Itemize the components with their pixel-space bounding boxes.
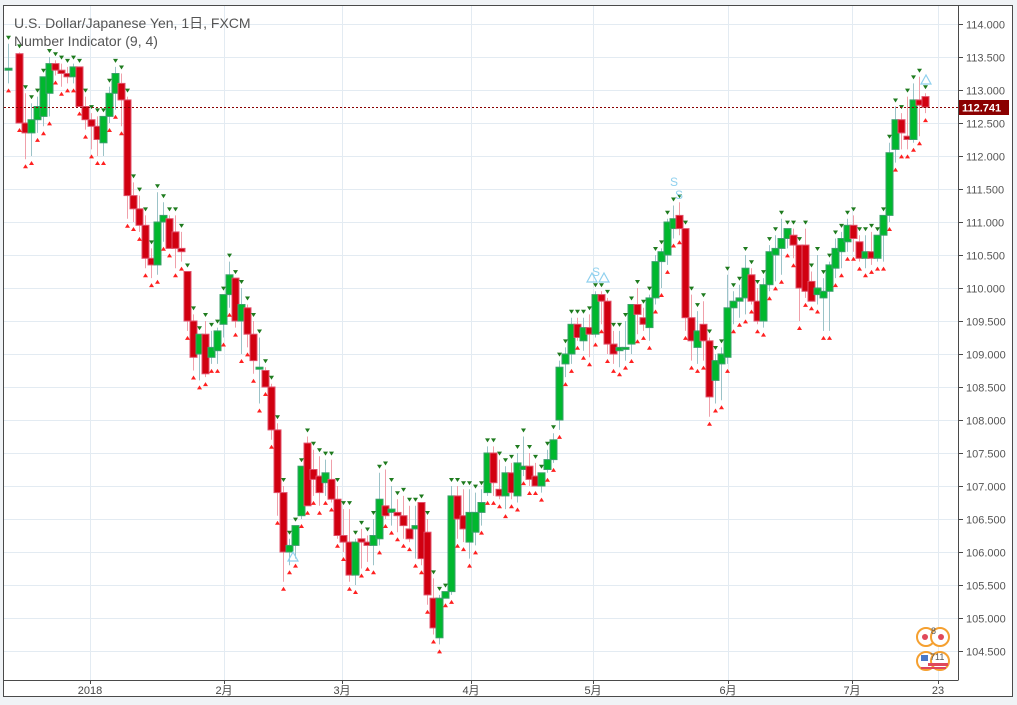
time-tick-label: 23 (932, 685, 944, 697)
grid-lines (4, 6, 958, 680)
earnings-face-icon: 8 (916, 626, 950, 647)
chart-frame (3, 5, 1013, 697)
time-axis[interactable]: 2018 2月 3月 4月 5月 6月 7月 23 (78, 680, 944, 697)
price-tick-label: 109.500 (966, 317, 1006, 329)
price-tick-label: 112.500 (966, 119, 1005, 131)
symbol-title: U.S. Dollar/Japanese Yen, 1日, FXCM (14, 15, 251, 31)
price-tick-label: 107.000 (966, 482, 1006, 494)
svg-text:S: S (592, 265, 600, 279)
time-tick-label: 5月 (584, 685, 601, 697)
price-tick-label: 104.500 (966, 647, 1006, 659)
price-tick-label: 111.500 (966, 185, 1004, 197)
price-tick-label: 106.500 (966, 515, 1006, 527)
price-tick-label: 113.000 (966, 86, 1005, 98)
svg-text:711: 711 (930, 652, 944, 662)
indicator-title[interactable]: Number Indicator (9, 4) (14, 33, 158, 49)
price-tick-label: 106.000 (966, 548, 1006, 560)
price-tick-label: 112.000 (966, 152, 1005, 164)
price-tick-label: 105.000 (966, 614, 1006, 626)
svg-text:S: S (670, 175, 678, 189)
price-tick-label: 105.500 (966, 581, 1006, 593)
candles (4, 43, 930, 645)
price-tick-label: 109.000 (966, 350, 1006, 362)
events-badge[interactable]: 8 711 (916, 626, 950, 671)
price-tick-label: 108.000 (966, 416, 1006, 428)
chart-legend: U.S. Dollar/Japanese Yen, 1日, FXCM Numbe… (14, 14, 251, 50)
us-flag-icon: 711 (916, 651, 950, 671)
time-tick-label: 2月 (215, 685, 232, 697)
indicator-markers: SSS (6, 35, 933, 654)
price-tick-label: 113.500 (966, 53, 1005, 65)
time-tick-label: 4月 (462, 685, 479, 697)
price-tick-label: 111.000 (966, 218, 1004, 230)
time-tick-label: 2018 (78, 685, 102, 697)
price-tick-label: 110.500 (966, 251, 1005, 263)
price-axis[interactable]: 114.000 113.500 113.000 112.500 112.000 111.5… (958, 20, 1006, 659)
price-tick-label: 108.500 (966, 383, 1006, 395)
time-tick-label: 7月 (843, 685, 860, 697)
last-price-badge: 112.741 (959, 100, 1009, 115)
time-tick-label: 3月 (333, 685, 350, 697)
price-tick-label: 107.500 (966, 449, 1006, 461)
svg-text:8: 8 (931, 626, 936, 636)
price-tick-label: 110.000 (966, 284, 1005, 296)
svg-text:112.741: 112.741 (962, 103, 1001, 115)
svg-text:S: S (675, 188, 683, 202)
time-tick-label: 6月 (719, 685, 736, 697)
price-tick-label: 114.000 (966, 20, 1005, 32)
